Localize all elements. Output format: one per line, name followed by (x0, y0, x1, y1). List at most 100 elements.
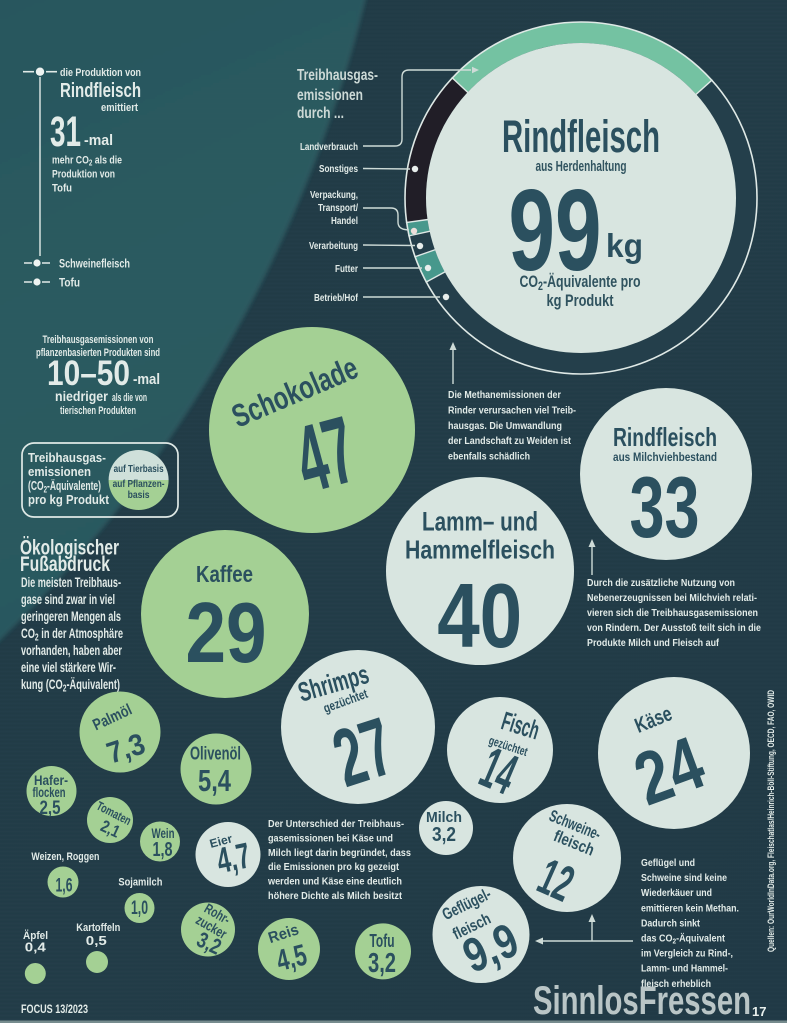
svg-text:Durch die zusätzliche Nutzung: Durch die zusätzliche Nutzung von (587, 577, 735, 589)
svg-text:die Produktion von: die Produktion von (60, 67, 141, 79)
svg-text:Rinder verursachen viel Treib-: Rinder verursachen viel Treib- (448, 404, 576, 416)
svg-text:tierischen Produkten: tierischen Produkten (60, 405, 136, 417)
svg-text:basis: basis (128, 489, 150, 501)
svg-text:werden und Käse eine deutlich: werden und Käse eine deutlich (267, 876, 402, 888)
svg-text:Betrieb/Hof: Betrieb/Hof (314, 292, 358, 304)
svg-text:SinnlosFressen: SinnlosFressen (533, 979, 751, 1023)
svg-text:Rindfleisch: Rindfleisch (613, 422, 717, 452)
svg-text:fleisch erheblich: fleisch erheblich (641, 978, 711, 990)
svg-text:hausgas. Die Umwandlung: hausgas. Die Umwandlung (448, 420, 562, 432)
svg-text:(CO2-Äquivalente): (CO2-Äquivalente) (28, 478, 101, 494)
svg-text:auf Tierbasis: auf Tierbasis (114, 463, 164, 475)
svg-text:gase sind zwar in viel: gase sind zwar in viel (21, 591, 115, 607)
svg-text:Lamm– und: Lamm– und (422, 507, 538, 537)
svg-text:99: 99 (509, 165, 602, 295)
svg-text:Milch liegt darin begründet, d: Milch liegt darin begründet, dass (268, 847, 411, 859)
svg-text:kung (CO2-Äquivalent): kung (CO2-Äquivalent) (21, 676, 120, 695)
svg-text:33: 33 (630, 460, 700, 556)
svg-text:Ökologischer: Ökologischer (20, 537, 119, 560)
svg-text:10–50: 10–50 (47, 354, 130, 393)
svg-text:aus Milchviehbestand: aus Milchviehbestand (613, 450, 717, 464)
svg-text:emittiert: emittiert (101, 102, 138, 114)
svg-text:-mal: -mal (133, 371, 160, 388)
svg-text:Hafer-: Hafer- (34, 772, 68, 788)
svg-text:FOCUS 13/2023: FOCUS 13/2023 (21, 1004, 88, 1016)
svg-text:Tofu: Tofu (370, 930, 395, 951)
svg-text:Transport/: Transport/ (318, 202, 358, 214)
svg-text:Olivenöl: Olivenöl (190, 744, 241, 764)
svg-text:Tofu: Tofu (59, 278, 80, 290)
svg-text:Handel: Handel (331, 215, 358, 227)
svg-text:Futter: Futter (335, 263, 358, 275)
svg-text:5,4: 5,4 (198, 763, 232, 798)
svg-text:der Landschaft zu Weiden ist: der Landschaft zu Weiden ist (448, 435, 571, 447)
svg-text:pro kg Produkt: pro kg Produkt (28, 492, 110, 507)
svg-text:Die Methanemissionen der: Die Methanemissionen der (448, 389, 561, 401)
svg-text:Nebenerzeugnissen bei Milchvie: Nebenerzeugnissen bei Milchvieh relati- (587, 592, 757, 604)
svg-text:2,5: 2,5 (40, 798, 61, 819)
svg-text:niedriger: niedriger (55, 389, 109, 404)
svg-text:Kaffee: Kaffee (196, 561, 253, 587)
svg-text:29: 29 (186, 586, 267, 681)
svg-text:Treibhausgas-: Treibhausgas- (297, 67, 378, 84)
svg-text:Treibhausgasemissionen von: Treibhausgasemissionen von (43, 334, 154, 346)
svg-text:Schweine sind keine: Schweine sind keine (641, 872, 727, 884)
svg-text:gasemissionen bei Käse und: gasemissionen bei Käse und (268, 832, 393, 844)
svg-text:Geflügel und: Geflügel und (641, 857, 695, 869)
svg-text:1,8: 1,8 (153, 838, 173, 861)
svg-text:0,4: 0,4 (25, 940, 47, 955)
svg-text:Fußabdruck: Fußabdruck (20, 553, 110, 576)
svg-text:im Vergleich zu Rind-,: im Vergleich zu Rind-, (641, 948, 733, 960)
svg-text:von Rindern. Der Ausstoß teilt: von Rindern. Der Ausstoß teilt sich in d… (587, 622, 761, 634)
svg-text:das CO2-Äquivalent: das CO2-Äquivalent (641, 932, 725, 946)
svg-text:Hammelfleisch: Hammelfleisch (405, 535, 555, 565)
svg-text:3,2: 3,2 (432, 824, 456, 846)
svg-text:durch ...: durch ... (297, 105, 344, 122)
svg-text:flocken: flocken (33, 784, 66, 800)
svg-text:Lamm- und Hammel-: Lamm- und Hammel- (641, 963, 728, 975)
svg-text:Landverbrauch: Landverbrauch (300, 141, 358, 153)
svg-text:Eier: Eier (208, 831, 234, 851)
svg-text:Der Unterschied der Treibhaus-: Der Unterschied der Treibhaus- (268, 818, 404, 830)
svg-text:Äpfel: Äpfel (23, 929, 48, 942)
svg-text:1,6: 1,6 (56, 876, 73, 897)
svg-text:eine viel stärkere Wir-: eine viel stärkere Wir- (21, 659, 116, 675)
svg-text:Die meisten Treibhaus-: Die meisten Treibhaus- (21, 574, 121, 590)
svg-text:Verarbeitung: Verarbeitung (309, 240, 358, 252)
svg-text:Produkte Milch und Fleisch auf: Produkte Milch und Fleisch auf (587, 637, 719, 649)
svg-text:Sonstiges: Sonstiges (319, 163, 358, 175)
svg-text:Wein: Wein (152, 826, 175, 841)
svg-text:kg Produkt: kg Produkt (547, 291, 614, 310)
svg-text:Verpackung,: Verpackung, (310, 189, 358, 201)
svg-text:ebenfalls schädlich: ebenfalls schädlich (448, 451, 530, 463)
svg-text:-mal: -mal (84, 132, 113, 149)
svg-text:als die von: als die von (112, 392, 147, 404)
svg-text:höhere Dichte als Milch besitz: höhere Dichte als Milch besitzt (268, 890, 402, 902)
svg-text:1,0: 1,0 (131, 898, 148, 919)
svg-text:auf Pflanzen-: auf Pflanzen- (113, 478, 165, 490)
svg-text:Rindfleisch: Rindfleisch (60, 80, 141, 102)
svg-text:emissionen: emissionen (28, 464, 91, 479)
svg-text:Kartoffeln: Kartoffeln (76, 922, 120, 934)
svg-text:CO2 in der Atmosphäre: CO2 in der Atmosphäre (21, 625, 123, 644)
svg-text:Milch: Milch (426, 810, 462, 826)
svg-text:Weizen, Roggen: Weizen, Roggen (31, 851, 99, 863)
svg-text:emissionen: emissionen (297, 87, 363, 104)
svg-text:Rindfleisch: Rindfleisch (502, 111, 660, 162)
svg-text:40: 40 (437, 566, 522, 667)
svg-text:die Emissionen pro kg gezeigt: die Emissionen pro kg gezeigt (268, 861, 399, 873)
svg-text:31: 31 (50, 108, 81, 156)
svg-text:vorhanden, haben aber: vorhanden, haben aber (21, 642, 122, 658)
svg-text:Dadurch sinkt: Dadurch sinkt (641, 917, 700, 929)
svg-text:17: 17 (752, 1004, 766, 1019)
svg-text:geringeren Mengen als: geringeren Mengen als (21, 608, 121, 624)
svg-text:vieren sich die Treibhausgasem: vieren sich die Treibhausgasemissionen (587, 607, 758, 619)
svg-text:emittieren kein Methan.: emittieren kein Methan. (641, 902, 739, 914)
svg-text:Wiederkäuer und: Wiederkäuer und (641, 887, 712, 899)
svg-text:Produktion von: Produktion von (52, 169, 115, 181)
svg-text:3,2: 3,2 (368, 947, 396, 978)
svg-text:Schweinefleisch: Schweinefleisch (59, 259, 130, 271)
svg-text:Sojamilch: Sojamilch (118, 877, 162, 889)
svg-text:Treibhausgas-: Treibhausgas- (28, 450, 106, 465)
svg-text:kg: kg (606, 227, 643, 264)
